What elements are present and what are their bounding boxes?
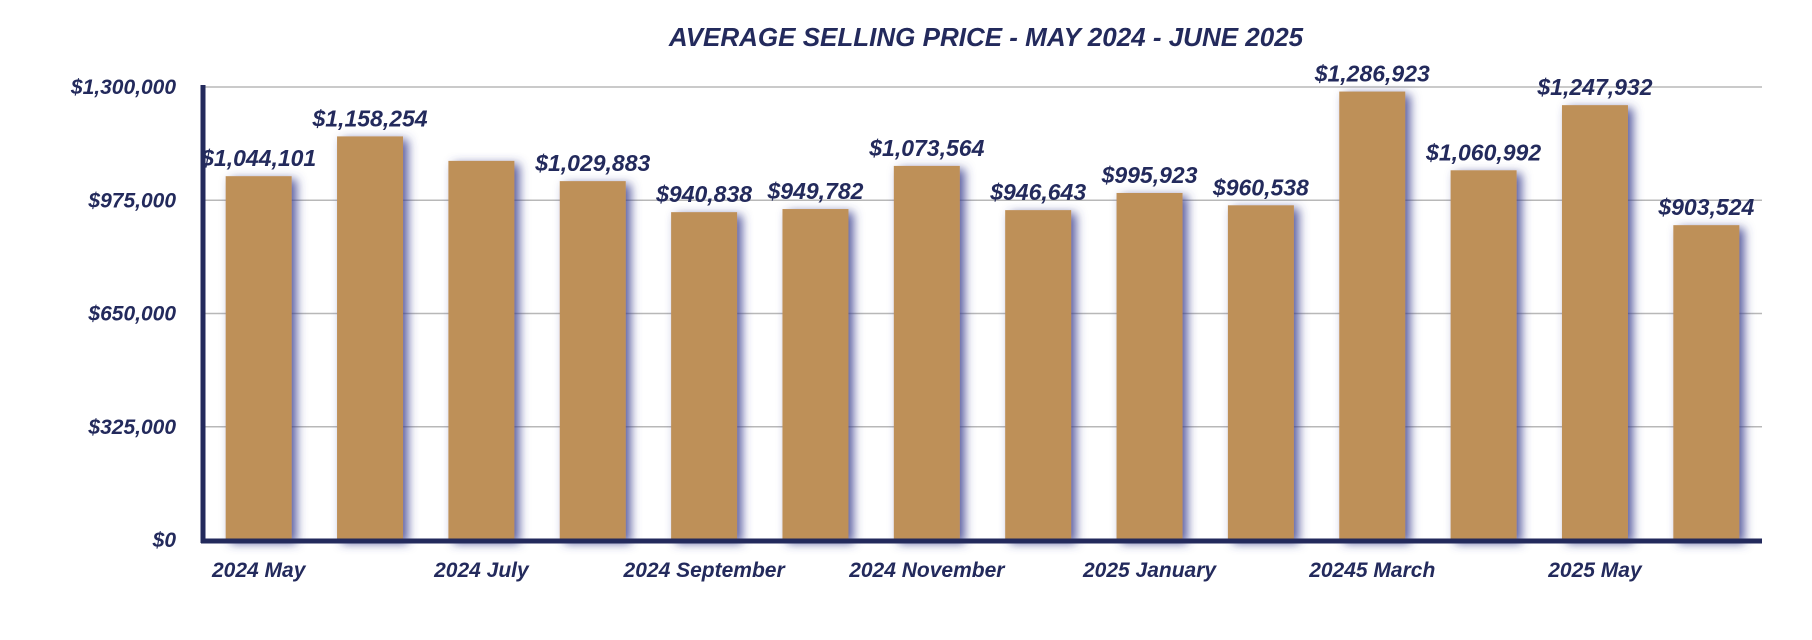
data-label: $1,044,101 [200, 145, 316, 171]
x-tick-label: 2024 May [211, 559, 307, 582]
data-label: $903,524 [1657, 194, 1754, 220]
x-tick-label: 2024 July [433, 559, 530, 582]
data-label: $1,073,564 [868, 135, 984, 161]
y-tick-label: $650,000 [87, 303, 176, 326]
data-label: $946,643 [989, 179, 1086, 205]
data-label: $995,923 [1101, 162, 1198, 188]
bar [448, 160, 515, 540]
data-labels: $1,044,101 $1,158,254 $1,029,883$940,838 $9… [200, 61, 1754, 221]
bars [225, 91, 1740, 541]
bar [1450, 170, 1517, 540]
bar [1561, 105, 1628, 541]
data-label: $1,060,992 [1425, 139, 1541, 165]
y-axis-ticks: $0 $325,000 $650,000 $975,000 $1,300,000 [70, 76, 176, 552]
x-axis-ticks: 2024 May 2024 July 2024 September 2024 Nove… [211, 559, 1643, 582]
y-tick-label: $1,300,000 [70, 76, 176, 99]
x-tick-label: 2025 May [1547, 559, 1643, 582]
x-tick-label: 2025 January [1082, 559, 1217, 582]
bar [1673, 225, 1740, 541]
data-label: $949,782 [766, 178, 863, 204]
x-tick-label: 2024 November [848, 559, 1006, 582]
bar [1227, 205, 1294, 541]
x-tick-label: 20245 March [1308, 559, 1435, 582]
y-tick-label: $325,000 [87, 416, 176, 439]
bar [1116, 192, 1183, 540]
bar [782, 209, 849, 540]
data-label: $960,538 [1212, 174, 1309, 200]
bar [1339, 91, 1406, 541]
y-tick-label: $0 [152, 529, 177, 552]
data-label: $1,286,923 [1314, 61, 1430, 87]
chart-title: AVERAGE SELLING PRICE - MAY 2024 - JUNE … [668, 22, 1304, 52]
bar [559, 181, 626, 541]
y-tick-label: $975,000 [87, 189, 176, 212]
bar [337, 136, 404, 540]
data-label: $1,029,883 [534, 150, 650, 176]
data-label: $940,838 [655, 181, 752, 207]
bar [893, 165, 960, 540]
x-tick-label: 2024 September [623, 559, 787, 582]
bar [1005, 210, 1072, 540]
bar [671, 212, 738, 540]
bar [225, 176, 292, 540]
data-label: $1,158,254 [311, 105, 427, 131]
data-label: $1,247,932 [1536, 74, 1652, 100]
axes [200, 85, 1762, 544]
